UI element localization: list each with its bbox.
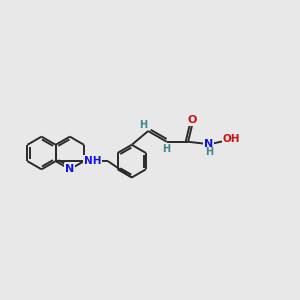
Text: N: N: [204, 139, 214, 148]
Text: OH: OH: [223, 134, 240, 144]
Text: NH: NH: [84, 156, 101, 166]
Text: O: O: [188, 115, 197, 125]
Text: N: N: [65, 164, 74, 174]
Text: H: H: [139, 119, 147, 130]
Text: H: H: [205, 147, 213, 158]
Text: H: H: [163, 144, 171, 154]
